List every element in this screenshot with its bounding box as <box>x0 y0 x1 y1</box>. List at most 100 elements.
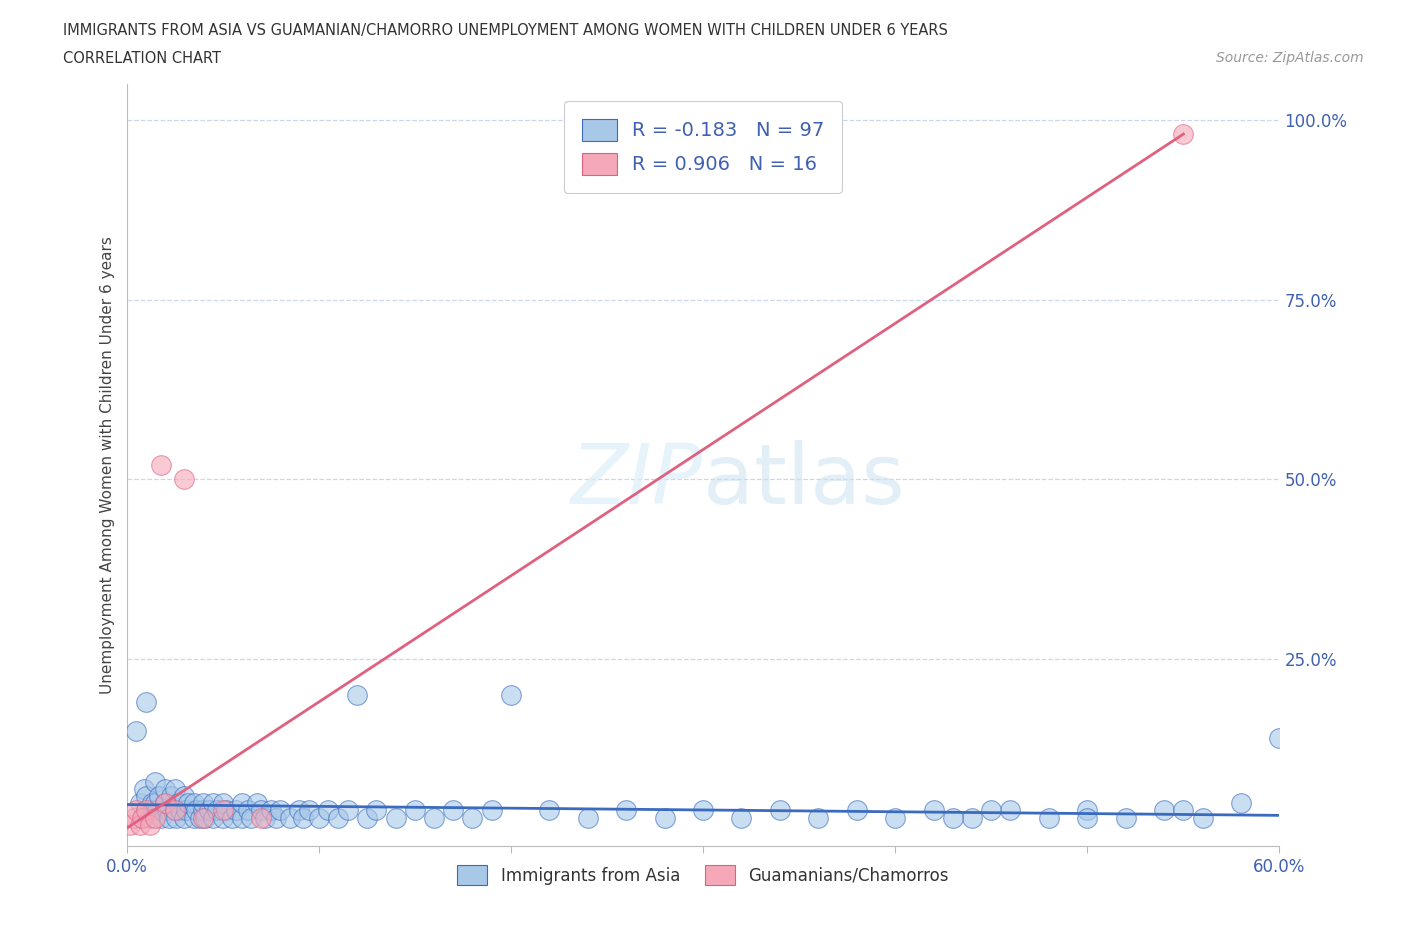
Point <box>441 803 464 817</box>
Point <box>156 803 179 817</box>
Point <box>131 810 153 825</box>
Point <box>135 789 157 804</box>
Point <box>166 810 188 825</box>
Point <box>159 789 181 804</box>
Point <box>163 803 186 817</box>
Point <box>1268 731 1291 746</box>
Point <box>150 458 173 472</box>
Point <box>404 803 426 817</box>
Point <box>150 810 173 825</box>
Point <box>225 803 247 817</box>
Legend: Immigrants from Asia, Guamanians/Chamorros: Immigrants from Asia, Guamanians/Chamorr… <box>450 858 956 891</box>
Point <box>129 817 152 832</box>
Point <box>1230 796 1253 811</box>
Point <box>942 810 965 825</box>
Point <box>1076 810 1098 825</box>
Point <box>576 810 599 825</box>
Point <box>177 796 200 811</box>
Point <box>1076 803 1098 817</box>
Point <box>807 810 830 825</box>
Point <box>153 781 176 796</box>
Point <box>167 796 190 811</box>
Point <box>250 803 273 817</box>
Point <box>326 810 349 825</box>
Point <box>173 472 195 486</box>
Point <box>692 803 714 817</box>
Point <box>654 810 676 825</box>
Point <box>148 789 170 804</box>
Point <box>138 817 160 832</box>
Text: CORRELATION CHART: CORRELATION CHART <box>63 51 221 66</box>
Text: IMMIGRANTS FROM ASIA VS GUAMANIAN/CHAMORRO UNEMPLOYMENT AMONG WOMEN WITH CHILDRE: IMMIGRANTS FROM ASIA VS GUAMANIAN/CHAMOR… <box>63 23 948 38</box>
Point <box>138 810 160 825</box>
Point <box>145 774 166 789</box>
Point <box>169 803 191 817</box>
Point <box>980 803 1002 817</box>
Point <box>231 796 253 811</box>
Point <box>250 810 273 825</box>
Point <box>122 810 145 825</box>
Point <box>215 803 238 817</box>
Point <box>356 810 378 825</box>
Point <box>173 810 195 825</box>
Point <box>384 810 406 825</box>
Point <box>211 796 233 811</box>
Point <box>499 688 522 703</box>
Point <box>1173 126 1195 141</box>
Point <box>131 810 153 825</box>
Point <box>157 810 180 825</box>
Point <box>1191 810 1213 825</box>
Point <box>259 803 281 817</box>
Point <box>135 803 157 817</box>
Point <box>253 810 276 825</box>
Point <box>193 810 215 825</box>
Point <box>163 781 186 796</box>
Point <box>120 817 142 832</box>
Point <box>211 803 233 817</box>
Point <box>240 810 263 825</box>
Point <box>292 810 315 825</box>
Point <box>461 810 484 825</box>
Point <box>142 803 165 817</box>
Point <box>132 781 155 796</box>
Point <box>1153 803 1175 817</box>
Point <box>366 803 388 817</box>
Point <box>202 810 225 825</box>
Point <box>423 810 446 825</box>
Point <box>845 803 868 817</box>
Point <box>1038 810 1060 825</box>
Point <box>730 810 752 825</box>
Point <box>205 803 228 817</box>
Point <box>188 810 211 825</box>
Point <box>221 810 243 825</box>
Point <box>278 810 301 825</box>
Point <box>231 810 253 825</box>
Point <box>298 803 321 817</box>
Point <box>269 803 291 817</box>
Point <box>1173 803 1195 817</box>
Point <box>153 796 176 811</box>
Point <box>202 796 225 811</box>
Point <box>288 803 311 817</box>
Point <box>266 810 288 825</box>
Point <box>336 803 359 817</box>
Point <box>145 796 166 811</box>
Point <box>183 810 205 825</box>
Point <box>538 803 561 817</box>
Point <box>1000 803 1022 817</box>
Text: atlas: atlas <box>703 440 904 521</box>
Point <box>141 796 163 811</box>
Point <box>1115 810 1137 825</box>
Point <box>193 803 215 817</box>
Point <box>146 803 169 817</box>
Point <box>236 803 259 817</box>
Point <box>135 695 157 710</box>
Point <box>211 810 233 825</box>
Point <box>346 688 368 703</box>
Point <box>884 810 907 825</box>
Point <box>308 810 330 825</box>
Point <box>183 796 205 811</box>
Y-axis label: Unemployment Among Women with Children Under 6 years: Unemployment Among Women with Children U… <box>100 236 115 694</box>
Point <box>246 796 269 811</box>
Point <box>318 803 340 817</box>
